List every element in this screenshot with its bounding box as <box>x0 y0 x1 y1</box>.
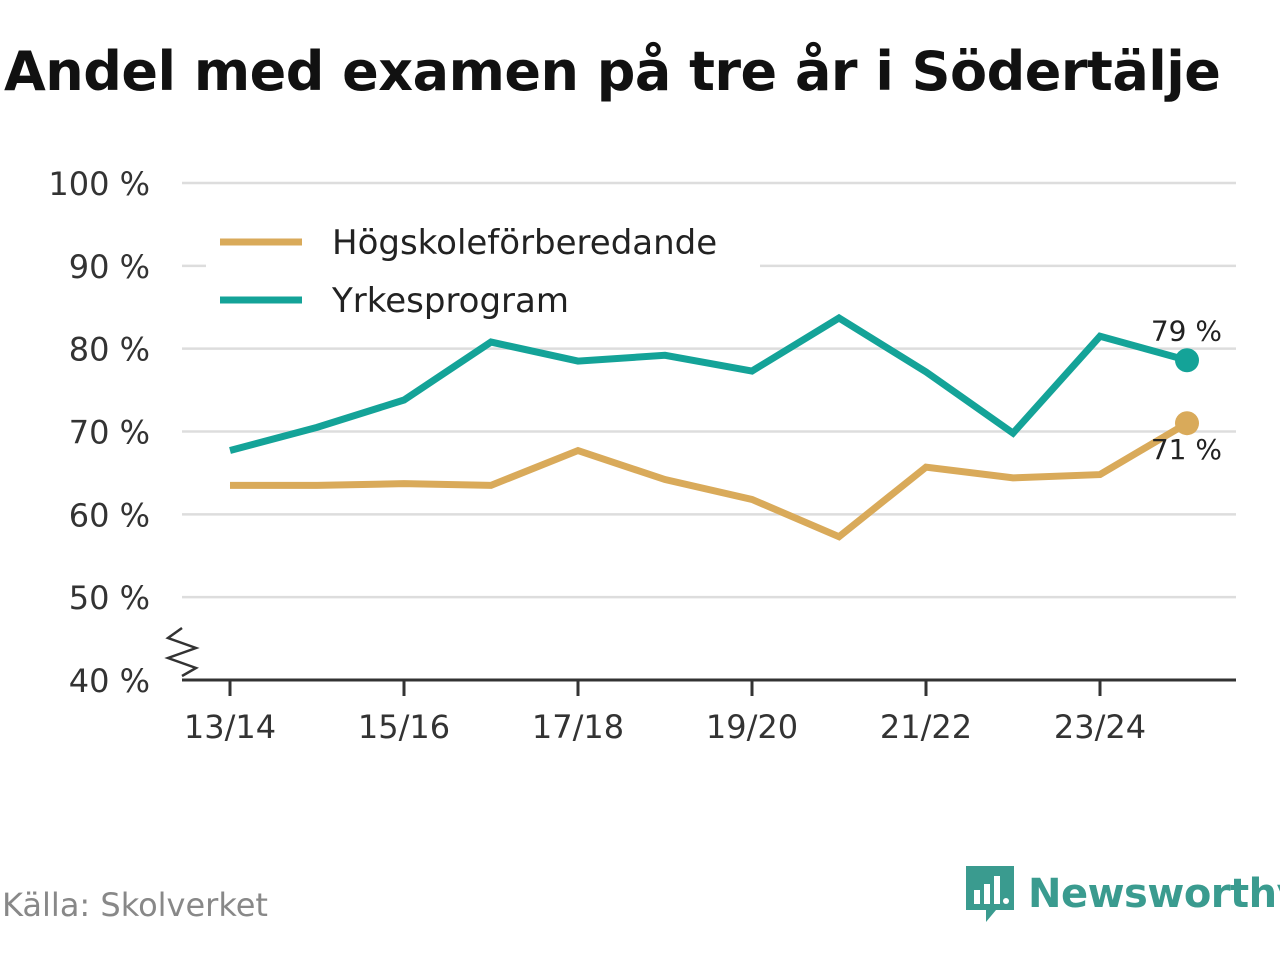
legend: Högskoleförberedande Yrkesprogram <box>206 212 760 321</box>
x-tick-label: 17/18 <box>532 708 624 746</box>
brand-logo: Newsworthy <box>964 864 1280 924</box>
y-axis-ticks: 40 % 50 % 60 % 70 % 80 % 90 % 100 % <box>48 165 150 700</box>
data-point <box>1175 411 1199 436</box>
y-tick-label: 80 % <box>69 331 150 369</box>
chart-title: Andel med examen på tre år i Södertälje <box>4 40 1221 103</box>
brand-name: Newsworthy <box>1028 871 1280 917</box>
end-labels: 79 % 71 % <box>1151 314 1222 466</box>
series-line-0 <box>230 420 1189 541</box>
x-axis: 13/14 15/16 17/18 19/20 21/22 23/24 <box>164 626 1236 746</box>
x-tick-label: 23/24 <box>1054 708 1146 746</box>
grid-lines <box>182 181 1236 599</box>
x-tick-label: 15/16 <box>358 708 450 746</box>
axis-break-icon <box>164 626 200 678</box>
series-lines <box>229 313 1199 541</box>
x-tick-label: 21/22 <box>880 708 972 746</box>
y-tick-label: 40 % <box>69 662 150 700</box>
x-tick-label: 13/14 <box>184 708 276 746</box>
y-tick-label: 50 % <box>69 579 150 617</box>
legend-label-1: Yrkesprogram <box>331 281 569 321</box>
end-label-hogskoleforberedande: 71 % <box>1151 433 1222 466</box>
y-tick-label: 100 % <box>48 165 150 203</box>
source-label: Källa: Skolverket <box>2 886 268 924</box>
legend-label-0: Högskoleförberedande <box>332 223 717 263</box>
data-point <box>1175 348 1199 373</box>
series-line-1 <box>229 313 1188 454</box>
y-tick-label: 60 % <box>69 496 150 534</box>
end-label-yrkesprogram: 79 % <box>1151 314 1222 347</box>
newsworthy-logo-icon <box>966 866 1014 922</box>
y-tick-label: 90 % <box>69 248 150 286</box>
x-tick-label: 19/20 <box>706 708 798 746</box>
y-tick-label: 70 % <box>69 414 150 452</box>
